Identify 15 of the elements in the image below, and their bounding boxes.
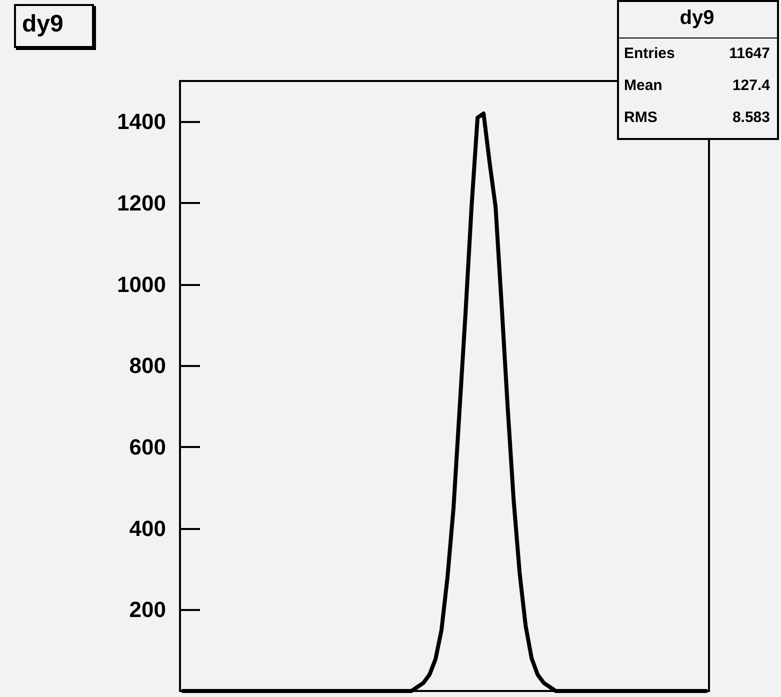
- y-tick-label: 1400: [117, 109, 166, 134]
- text: 127.4: [732, 77, 771, 94]
- y-tick-label: 200: [129, 597, 166, 622]
- text: 11647: [729, 45, 770, 62]
- y-tick-label: 600: [129, 434, 166, 460]
- chart-title: dy9: [22, 10, 64, 38]
- y-tick-label: 1200: [117, 190, 166, 216]
- text: dy9: [680, 7, 714, 29]
- annotation: Mean: [624, 77, 662, 94]
- annotation: RMS: [624, 109, 658, 126]
- y-tick-label: 1000: [117, 272, 166, 297]
- text: 8.583: [732, 109, 770, 126]
- y-tick-label: 400: [129, 516, 166, 541]
- y-tick-label: 800: [129, 353, 166, 378]
- text: Entries: [624, 45, 675, 62]
